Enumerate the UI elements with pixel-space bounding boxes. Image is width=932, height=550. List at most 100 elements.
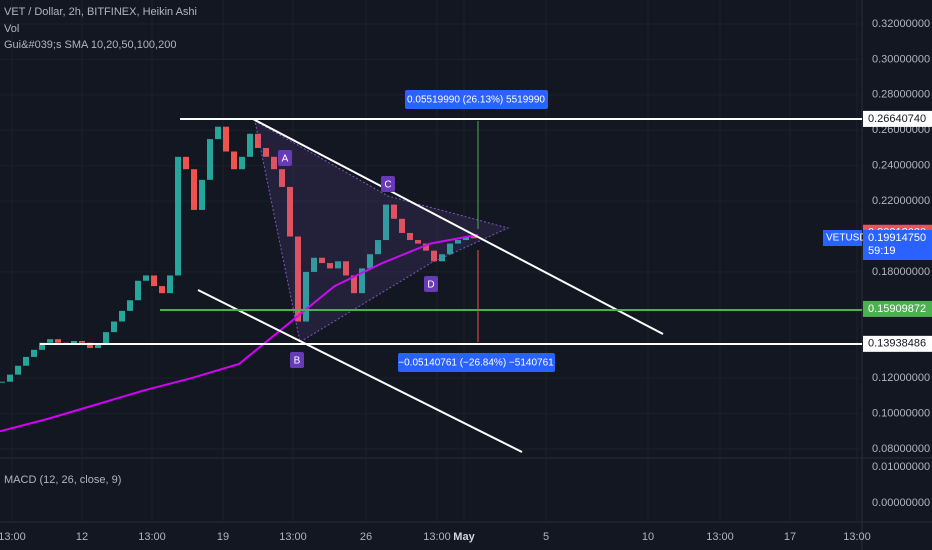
point-badge bbox=[424, 276, 438, 292]
point-badge bbox=[290, 352, 304, 368]
triangle-pattern bbox=[254, 120, 510, 343]
measure-label: −0.05140761 (−26.84%) −5140761 bbox=[398, 358, 554, 369]
point-badge bbox=[381, 176, 395, 192]
price-tag-label: 0.15909872 bbox=[868, 303, 926, 315]
time-label: 13:00 bbox=[843, 531, 871, 543]
price-label: 0.12000000 bbox=[872, 372, 930, 384]
indicator-label: Vol bbox=[4, 23, 19, 35]
candle bbox=[159, 286, 165, 294]
time-label: 19 bbox=[217, 531, 229, 543]
price-tag-label: 0.26640740 bbox=[868, 113, 926, 125]
candle bbox=[47, 339, 53, 343]
candle bbox=[127, 300, 133, 311]
candle bbox=[231, 151, 237, 170]
price-tag bbox=[863, 300, 932, 317]
candle bbox=[303, 271, 309, 322]
price-label: 0.22000000 bbox=[872, 195, 930, 207]
candle bbox=[271, 156, 277, 170]
time-label: 17 bbox=[784, 531, 796, 543]
candle bbox=[151, 275, 157, 287]
time-label: 13:00 bbox=[0, 531, 26, 543]
current-tag bbox=[863, 230, 932, 261]
candle bbox=[263, 147, 269, 157]
price-tag bbox=[863, 110, 932, 127]
candle bbox=[199, 179, 205, 210]
countdown: 59:19 bbox=[868, 245, 896, 257]
macd-label: 0.01000000 bbox=[872, 461, 930, 473]
price-label: 0.18000000 bbox=[872, 266, 930, 278]
candle bbox=[31, 349, 37, 357]
point-label: B bbox=[294, 356, 301, 367]
candle bbox=[7, 374, 13, 382]
time-label: 26 bbox=[360, 531, 372, 543]
indicator-label: Gui&#039;s SMA 10,20,50,100,200 bbox=[4, 39, 176, 51]
time-label: 13:00 bbox=[138, 531, 166, 543]
price-tag-label: 0.13938486 bbox=[868, 338, 926, 350]
candle bbox=[55, 339, 61, 343]
trendline bbox=[197, 289, 523, 453]
candle bbox=[71, 340, 77, 345]
price-tag bbox=[863, 335, 932, 352]
candle bbox=[191, 169, 197, 210]
candle bbox=[95, 344, 101, 349]
candle bbox=[359, 268, 365, 294]
candle bbox=[391, 204, 397, 219]
current-price: 0.19914750 bbox=[868, 232, 926, 244]
time-label: May bbox=[453, 531, 475, 543]
candle bbox=[119, 310, 125, 322]
candle bbox=[423, 243, 429, 251]
candle bbox=[0, 381, 5, 383]
price-label: 0.30000000 bbox=[872, 53, 930, 65]
symbol-tag bbox=[823, 230, 862, 247]
candle bbox=[335, 261, 341, 269]
candle bbox=[471, 236, 477, 239]
price-label: 0.08000000 bbox=[872, 443, 930, 455]
candle bbox=[79, 340, 85, 343]
candle bbox=[351, 275, 357, 294]
point-label: D bbox=[427, 280, 434, 291]
candle bbox=[183, 156, 189, 170]
candle bbox=[39, 342, 45, 350]
candle bbox=[399, 218, 405, 233]
candle bbox=[87, 342, 93, 349]
indicator-label: MACD (12, 26, close, 9) bbox=[4, 474, 121, 486]
point-label: C bbox=[384, 180, 391, 191]
candle bbox=[383, 204, 389, 241]
candle bbox=[175, 156, 181, 276]
candle bbox=[319, 257, 325, 264]
time-label: 10 bbox=[642, 531, 654, 543]
measure-box bbox=[398, 353, 555, 372]
time-label: 13:00 bbox=[706, 531, 734, 543]
trendline bbox=[252, 118, 664, 335]
candle bbox=[23, 356, 29, 366]
candle bbox=[223, 126, 229, 152]
measure-box bbox=[405, 90, 548, 109]
macd-label: 0.00000000 bbox=[872, 497, 930, 509]
symbol-title: VET / Dollar, 2h, BITFINEX, Heikin Ashi bbox=[4, 6, 197, 18]
candle bbox=[375, 240, 381, 255]
candle bbox=[239, 156, 245, 170]
candle bbox=[431, 250, 437, 262]
candle bbox=[367, 254, 373, 269]
candle bbox=[15, 365, 21, 375]
price-label: 0.32000000 bbox=[872, 18, 930, 30]
price-label: 0.26000000 bbox=[872, 124, 930, 136]
sma-line bbox=[0, 233, 479, 433]
candle bbox=[111, 321, 117, 333]
candle bbox=[207, 139, 213, 180]
time-label: 12 bbox=[76, 531, 88, 543]
candle bbox=[167, 275, 173, 294]
candle bbox=[135, 280, 141, 301]
candle bbox=[255, 133, 261, 148]
candle bbox=[455, 240, 461, 244]
candle bbox=[407, 232, 413, 241]
candle bbox=[215, 126, 221, 140]
measure-label: 0.05519990 (26.13%) 5519990 bbox=[407, 95, 545, 106]
candle bbox=[247, 133, 253, 157]
candle bbox=[103, 332, 109, 345]
candle bbox=[295, 236, 301, 322]
candle bbox=[447, 243, 453, 255]
point-label: A bbox=[282, 154, 289, 165]
